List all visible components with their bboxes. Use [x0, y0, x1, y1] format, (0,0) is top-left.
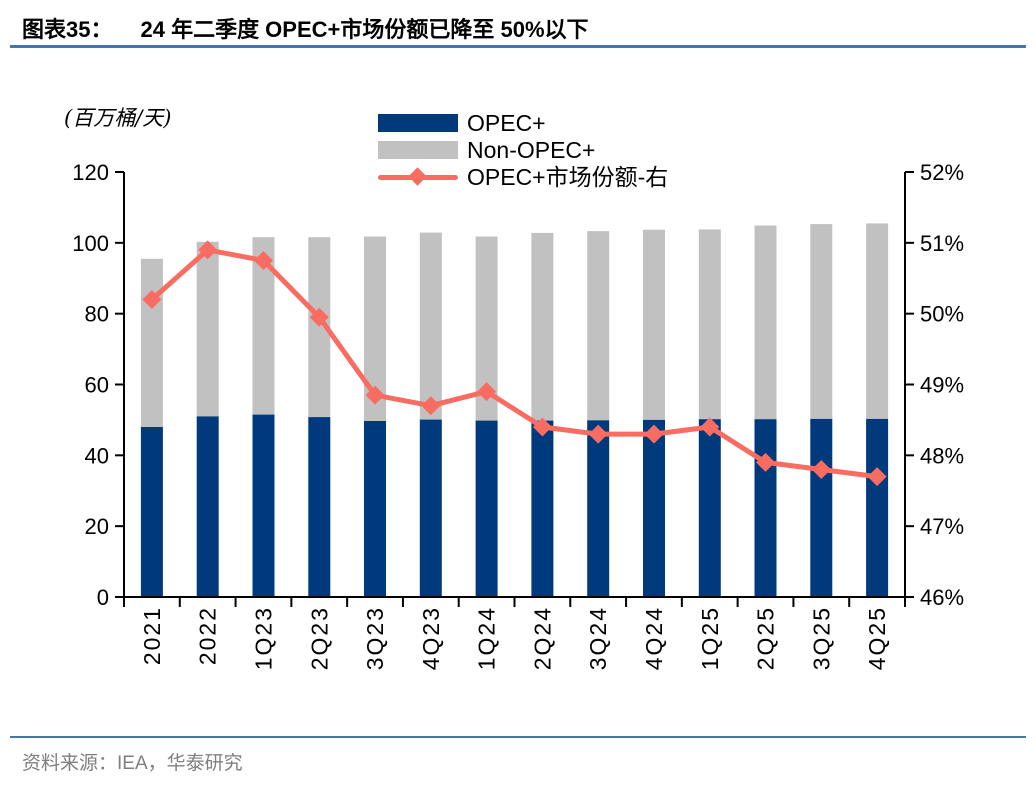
non-opec-bar — [140, 258, 163, 427]
share-line-marker — [811, 460, 831, 479]
x-axis-category-label: 3Q24 — [585, 606, 611, 670]
opec-bar — [308, 417, 331, 597]
share-line-marker — [309, 307, 329, 327]
legend-item-share: OPEC+市场份额-右 — [378, 164, 669, 190]
non-opec-bar — [866, 223, 889, 419]
left-axis-tick-label: 120 — [72, 160, 109, 185]
x-axis-category-label: 4Q23 — [418, 606, 444, 670]
non-opec-bar — [308, 237, 331, 418]
non-opec-bar — [531, 232, 554, 421]
right-axis-tick-label: 50% — [920, 302, 964, 327]
x-axis-category-label: 1Q25 — [697, 606, 723, 670]
right-axis-tick-label: 51% — [920, 231, 964, 256]
non-opec-bar — [475, 236, 498, 421]
x-axis-category-label: 4Q25 — [864, 606, 890, 670]
share-line-marker — [198, 240, 218, 260]
left-axis-tick-label: 20 — [85, 514, 109, 539]
share-line-marker — [253, 251, 273, 271]
x-axis-category-label: 3Q25 — [808, 606, 834, 670]
non-opec-bar — [810, 224, 833, 419]
x-axis-category-label: 3Q23 — [362, 606, 388, 670]
opec-bar — [364, 421, 386, 597]
left-axis-tick-label: 60 — [85, 373, 109, 398]
non-opec-bar — [643, 229, 665, 420]
legend-swatch-opec-icon — [378, 114, 458, 132]
figure-header: 图表35： 24 年二季度 OPEC+市场份额已降至 50%以下 — [22, 12, 589, 44]
share-line — [149, 247, 880, 480]
share-line-marker — [867, 467, 887, 487]
x-axis-category-label: 2Q23 — [306, 606, 332, 670]
legend-swatch-non-opec-icon — [378, 141, 458, 159]
opec-bar — [866, 418, 889, 597]
footer-rule — [10, 736, 1026, 738]
x-axis-category-label: 2021 — [139, 606, 165, 665]
x-axis-category-label: 1Q24 — [474, 606, 500, 670]
source-note: 资料来源：IEA，华泰研究 — [22, 753, 243, 774]
non-opec-bar — [364, 236, 386, 421]
right-axis-tick-label: 46% — [920, 585, 964, 610]
title-rule — [10, 45, 1026, 48]
share-line-marker — [365, 385, 385, 405]
opec-bar — [587, 420, 610, 597]
legend-label-share: OPEC+市场份额-右 — [467, 164, 669, 190]
opec-bar — [252, 414, 275, 597]
share-line-marker — [142, 290, 162, 309]
share-line-marker — [421, 396, 441, 416]
opec-bar — [531, 420, 554, 597]
left-axis-tick-label: 40 — [85, 443, 109, 468]
opec-bar — [698, 419, 721, 597]
legend-label-opec: OPEC+ — [467, 110, 546, 136]
x-axis-category-label: 2Q24 — [529, 606, 555, 670]
left-axis-tick-label: 100 — [72, 231, 109, 256]
right-axis-tick-label: 48% — [920, 443, 964, 468]
legend-line-swatch-icon — [378, 167, 458, 186]
non-opec-bar — [196, 241, 219, 417]
opec-bar — [810, 418, 833, 597]
share-line-marker — [700, 417, 720, 437]
opec-bar — [419, 419, 442, 597]
share-line-marker — [588, 424, 608, 444]
non-opec-bar — [754, 225, 777, 420]
figure-tag: 图表35： — [22, 17, 113, 42]
left-axis-unit-label: (百万桶/天) — [64, 106, 172, 130]
left-axis-tick-label: 80 — [85, 302, 109, 327]
non-opec-bar — [252, 237, 275, 415]
x-axis-category-label: 2Q25 — [753, 606, 779, 670]
right-axis-tick-label: 52% — [920, 160, 964, 185]
legend-item-opec: OPEC+ — [378, 110, 668, 136]
right-axis-tick-label: 49% — [920, 373, 964, 398]
legend-label-non-opec: Non-OPEC+ — [467, 137, 596, 163]
share-line-marker — [532, 417, 552, 437]
x-axis-category-label: 1Q23 — [250, 606, 276, 670]
opec-bar — [140, 427, 163, 597]
left-axis-tick-label: 0 — [97, 585, 109, 610]
opec-bar — [475, 420, 498, 597]
x-axis-category-label: 4Q24 — [641, 606, 667, 670]
share-line-marker — [477, 382, 497, 402]
non-opec-bar — [419, 232, 442, 420]
page-title: 24 年二季度 OPEC+市场份额已降至 50%以下 — [140, 17, 589, 42]
legend-item-non-opec: Non-OPEC+ — [378, 137, 668, 163]
x-axis-category-label: 2022 — [195, 606, 221, 665]
non-opec-bar — [587, 231, 610, 421]
legend: OPEC+ Non-OPEC+ OPEC+市场份额-右 — [378, 110, 669, 194]
opec-bar — [754, 419, 777, 597]
opec-bar — [196, 416, 219, 597]
right-axis-tick-label: 47% — [920, 514, 964, 539]
non-opec-bar — [698, 229, 721, 420]
share-line-marker — [644, 424, 664, 444]
share-line-marker — [756, 452, 776, 472]
opec-bar — [643, 419, 665, 597]
